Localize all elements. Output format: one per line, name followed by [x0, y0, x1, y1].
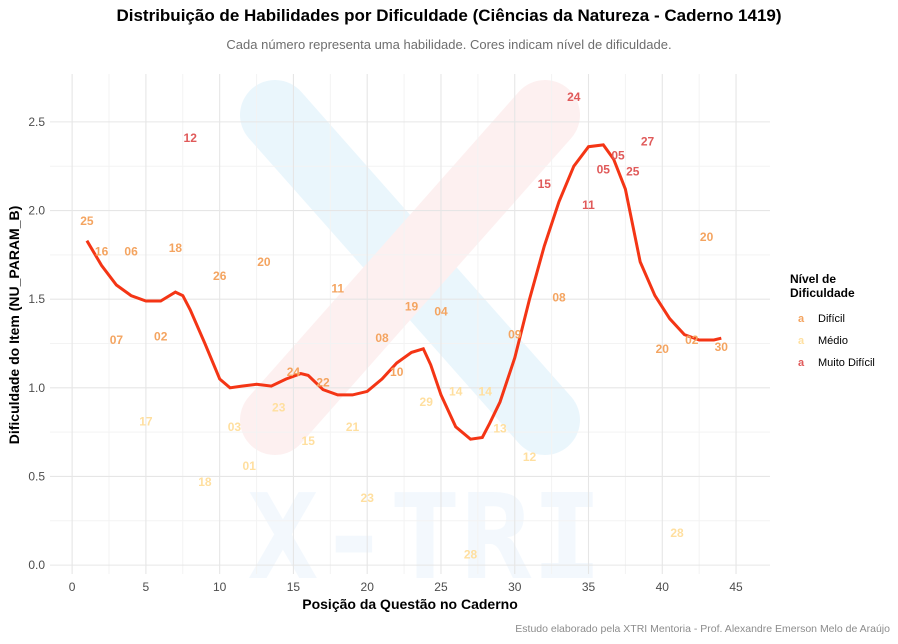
- legend-key-muito-dificil: a: [798, 357, 805, 369]
- watermark-text: X-TRI: [247, 468, 602, 606]
- point-label: 15: [302, 434, 316, 448]
- chart-subtitle: Cada número representa uma habilidade. C…: [226, 37, 672, 52]
- point-label: 25: [626, 165, 640, 179]
- y-tick-label: 1.0: [28, 381, 45, 395]
- y-axis-ticks: 0.0 0.5 1.0 1.5 2.0 2.5: [28, 115, 45, 572]
- point-label: 12: [523, 450, 537, 464]
- y-tick-label: 1.5: [28, 292, 45, 306]
- y-tick-label: 2.0: [28, 204, 45, 218]
- x-tick-label: 45: [729, 580, 743, 594]
- y-tick-label: 0.5: [28, 469, 45, 483]
- point-label: 19: [405, 299, 419, 313]
- point-label: 21: [346, 420, 360, 434]
- point-label: 05: [597, 163, 611, 177]
- point-label: 07: [110, 333, 124, 347]
- x-axis-ticks: 0 5 10 15 20 25 30 35 40 45: [69, 580, 743, 594]
- point-label: 28: [464, 548, 478, 562]
- x-tick-label: 25: [434, 580, 448, 594]
- y-tick-label: 2.5: [28, 115, 45, 129]
- legend: Nível de Dificuldade a Difícil a Médio a…: [790, 272, 898, 374]
- legend-key-dificil: a: [798, 313, 805, 325]
- point-label: 16: [95, 244, 109, 258]
- chart-caption: Estudo elaborado pela XTRI Mentoria - Pr…: [515, 623, 890, 635]
- point-label: 08: [375, 331, 389, 345]
- legend-key-medio: a: [798, 335, 805, 347]
- point-label: 18: [198, 475, 212, 489]
- point-label: 26: [213, 269, 227, 283]
- point-label: 17: [139, 415, 153, 429]
- x-tick-label: 0: [69, 580, 76, 594]
- x-tick-label: 35: [582, 580, 596, 594]
- point-label: 14: [449, 384, 463, 398]
- x-tick-label: 30: [508, 580, 522, 594]
- chart-title: Distribuição de Habilidades por Dificuld…: [116, 6, 782, 25]
- point-label: 12: [184, 131, 198, 145]
- point-label: 18: [169, 241, 183, 255]
- point-label: 20: [700, 230, 714, 244]
- point-label: 02: [154, 329, 168, 343]
- point-label: 01: [243, 459, 257, 473]
- point-label: 11: [331, 282, 344, 296]
- point-label: 20: [257, 255, 271, 269]
- legend-label-dificil: Difícil: [818, 313, 845, 325]
- point-label: 23: [361, 491, 375, 505]
- point-label: 10: [390, 365, 404, 379]
- point-label: 24: [567, 90, 581, 104]
- x-tick-label: 15: [287, 580, 301, 594]
- point-label: 13: [493, 422, 507, 436]
- point-label: 28: [670, 526, 684, 540]
- legend-label-muito-dificil: Muito Difícil: [818, 357, 875, 369]
- point-label: 02: [685, 333, 699, 347]
- y-tick-label: 0.0: [28, 558, 45, 572]
- point-label: 27: [641, 134, 655, 148]
- grid: [50, 74, 770, 574]
- point-label: 20: [656, 342, 670, 356]
- point-label: 11: [582, 198, 595, 212]
- point-label: 24: [287, 365, 301, 379]
- legend-title: Nível de Dificuldade: [790, 272, 855, 300]
- point-label: 15: [538, 177, 552, 191]
- legend-item-medio: a Médio: [790, 330, 898, 352]
- point-label: 25: [80, 214, 94, 228]
- point-label: 04: [434, 305, 448, 319]
- point-label: 22: [316, 376, 330, 390]
- point-label: 03: [228, 420, 242, 434]
- data-points: 25 16 07 06 17 02 18 12 18 26 03 01 20 23 24 15 22 11 21 23…: [80, 90, 728, 562]
- legend-item-dificil: a Difícil: [790, 308, 898, 330]
- point-label: 29: [420, 395, 434, 409]
- point-label: 06: [124, 244, 138, 258]
- point-label: 30: [715, 340, 729, 354]
- point-label: 23: [272, 400, 286, 414]
- point-label: 05: [611, 149, 625, 163]
- legend-item-muito-dificil: a Muito Difícil: [790, 352, 898, 374]
- legend-label-medio: Médio: [818, 335, 848, 347]
- x-tick-label: 20: [361, 580, 375, 594]
- x-tick-label: 40: [656, 580, 670, 594]
- trend-line: [85, 143, 722, 441]
- y-axis-label: Dificuldade do Item (NU_PARAM_B): [6, 206, 22, 445]
- point-label: 09: [508, 328, 522, 342]
- x-tick-label: 10: [213, 580, 227, 594]
- x-tick-label: 5: [143, 580, 150, 594]
- point-label: 08: [552, 290, 566, 304]
- x-axis-label: Posição da Questão no Caderno: [302, 596, 518, 612]
- point-label: 14: [479, 384, 493, 398]
